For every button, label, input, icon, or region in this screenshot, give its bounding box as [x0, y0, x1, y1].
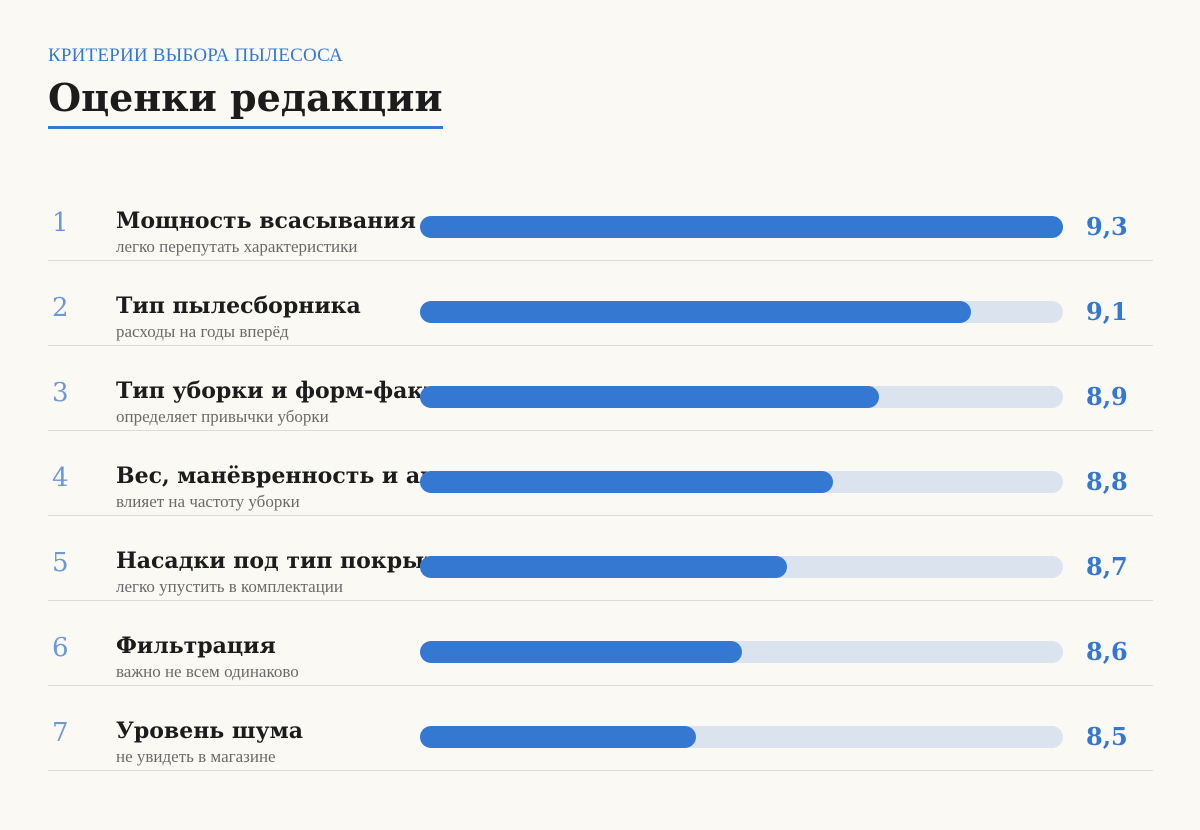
bar-fill [420, 726, 696, 748]
criterion-label: Насадки под тип покрытия [116, 548, 436, 574]
rank-number: 3 [52, 378, 69, 408]
chart-row: 5 Насадки под тип покрытия легко упустить … [48, 516, 1153, 601]
kicker: КРИТЕРИИ ВЫБОРА ПЫЛЕСОСА [48, 45, 343, 66]
bar-track [420, 556, 1063, 578]
criterion-sublabel: влияет на частоту уборки [116, 492, 300, 511]
criterion-label: Тип пылесборника [116, 293, 361, 319]
bar-fill [420, 216, 1063, 238]
criterion-sublabel: не увидеть в магазине [116, 747, 276, 766]
rank-number: 5 [52, 548, 69, 578]
score-value: 8,5 [1086, 722, 1128, 751]
chart-row: 1 Мощность всасывания легко перепутать хар… [48, 176, 1153, 261]
chart-row: 4 Вес, манёвренность и автономность влияет… [48, 431, 1153, 516]
rank-number: 7 [52, 718, 69, 748]
bar-track [420, 301, 1063, 323]
bar-fill [420, 471, 834, 493]
score-value: 8,7 [1086, 552, 1128, 581]
criterion-sublabel: легко перепутать характеристики [116, 237, 358, 256]
score-value: 8,9 [1086, 382, 1128, 411]
criterion-sublabel: легко упустить в комплектации [116, 577, 343, 596]
rank-number: 2 [52, 293, 69, 323]
criterion-label: Уровень шума [116, 718, 303, 744]
score-value: 8,8 [1086, 467, 1128, 496]
chart-row: 6 Фильтрация важно не всем одинаково 8,6 [48, 601, 1153, 686]
bar-fill [420, 641, 742, 663]
rank-number: 4 [52, 463, 69, 493]
bar-track [420, 216, 1063, 238]
rank-number: 6 [52, 633, 69, 663]
bar-fill [420, 301, 972, 323]
criterion-label: Фильтрация [116, 633, 276, 659]
bar-fill [420, 386, 880, 408]
criterion-label: Тип уборки и форм-фактор [116, 378, 436, 404]
chart-row: 7 Уровень шума не увидеть в магазине 8,5 [48, 686, 1153, 771]
criterion-sublabel: расходы на годы вперёд [116, 322, 289, 341]
bar-track [420, 641, 1063, 663]
score-value: 9,3 [1086, 212, 1128, 241]
criterion-sublabel: важно не всем одинаково [116, 662, 299, 681]
page-title: Оценки редакции [48, 76, 443, 129]
bar-fill [420, 556, 788, 578]
criterion-sublabel: определяет привычки уборки [116, 407, 329, 426]
bar-track [420, 386, 1063, 408]
criterion-label: Вес, манёвренность и автономность [116, 463, 436, 489]
criterion-label: Мощность всасывания [116, 208, 416, 234]
bar-track [420, 471, 1063, 493]
rank-number: 1 [52, 208, 69, 238]
chart-row: 2 Тип пылесборника расходы на годы вперёд 9… [48, 261, 1153, 346]
score-value: 9,1 [1086, 297, 1128, 326]
score-value: 8,6 [1086, 637, 1128, 666]
bar-track [420, 726, 1063, 748]
ratings-chart: 1 Мощность всасывания легко перепутать хар… [48, 176, 1153, 771]
chart-row: 3 Тип уборки и форм-фактор определяет прив… [48, 346, 1153, 431]
